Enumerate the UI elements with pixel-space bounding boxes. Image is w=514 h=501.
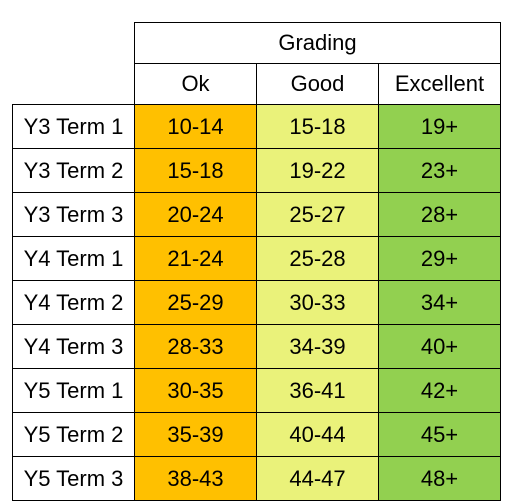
- table-row: Y5 Term 1 30-35 36-41 42+: [12, 368, 501, 413]
- cell-good: 40-44: [256, 412, 379, 457]
- row-label: Y3 Term 1: [12, 104, 135, 149]
- row-label: Y5 Term 3: [12, 456, 135, 501]
- cell-excellent: 23+: [378, 148, 501, 193]
- cell-ok: 38-43: [134, 456, 257, 501]
- cell-good: 44-47: [256, 456, 379, 501]
- cell-ok: 10-14: [134, 104, 257, 149]
- cell-ok: 21-24: [134, 236, 257, 281]
- corner-blank: [12, 63, 135, 105]
- table-row: Y5 Term 3 38-43 44-47 48+: [12, 456, 501, 501]
- table-row: Y3 Term 1 10-14 15-18 19+: [12, 104, 501, 149]
- cell-ok: 35-39: [134, 412, 257, 457]
- grading-header: Grading: [134, 22, 501, 64]
- column-header-excellent: Excellent: [378, 63, 501, 105]
- corner-blank: [12, 22, 135, 64]
- row-label: Y4 Term 1: [12, 236, 135, 281]
- cell-good: 25-27: [256, 192, 379, 237]
- cell-excellent: 45+: [378, 412, 501, 457]
- cell-ok: 30-35: [134, 368, 257, 413]
- cell-good: 15-18: [256, 104, 379, 149]
- row-label: Y5 Term 2: [12, 412, 135, 457]
- cell-good: 19-22: [256, 148, 379, 193]
- cell-excellent: 40+: [378, 324, 501, 369]
- cell-ok: 20-24: [134, 192, 257, 237]
- table-row: Y3 Term 3 20-24 25-27 28+: [12, 192, 501, 237]
- column-header-ok: Ok: [134, 63, 257, 105]
- cell-excellent: 48+: [378, 456, 501, 501]
- row-label: Y5 Term 1: [12, 368, 135, 413]
- cell-good: 36-41: [256, 368, 379, 413]
- column-header-good: Good: [256, 63, 379, 105]
- cell-excellent: 28+: [378, 192, 501, 237]
- table-row: Y3 Term 2 15-18 19-22 23+: [12, 148, 501, 193]
- row-label: Y3 Term 2: [12, 148, 135, 193]
- cell-good: 34-39: [256, 324, 379, 369]
- row-label: Y4 Term 2: [12, 280, 135, 325]
- cell-good: 30-33: [256, 280, 379, 325]
- cell-excellent: 42+: [378, 368, 501, 413]
- grading-table: Grading Ok Good Excellent Y3 Term 1 10-14…: [12, 22, 501, 501]
- table-row: Y5 Term 2 35-39 40-44 45+: [12, 412, 501, 457]
- cell-ok: 15-18: [134, 148, 257, 193]
- table-row: Y4 Term 1 21-24 25-28 29+: [12, 236, 501, 281]
- table-row: Y4 Term 2 25-29 30-33 34+: [12, 280, 501, 325]
- cell-excellent: 34+: [378, 280, 501, 325]
- row-label: Y4 Term 3: [12, 324, 135, 369]
- cell-excellent: 29+: [378, 236, 501, 281]
- cell-ok: 25-29: [134, 280, 257, 325]
- cell-excellent: 19+: [378, 104, 501, 149]
- row-label: Y3 Term 3: [12, 192, 135, 237]
- cell-good: 25-28: [256, 236, 379, 281]
- table-row: Y4 Term 3 28-33 34-39 40+: [12, 324, 501, 369]
- cell-ok: 28-33: [134, 324, 257, 369]
